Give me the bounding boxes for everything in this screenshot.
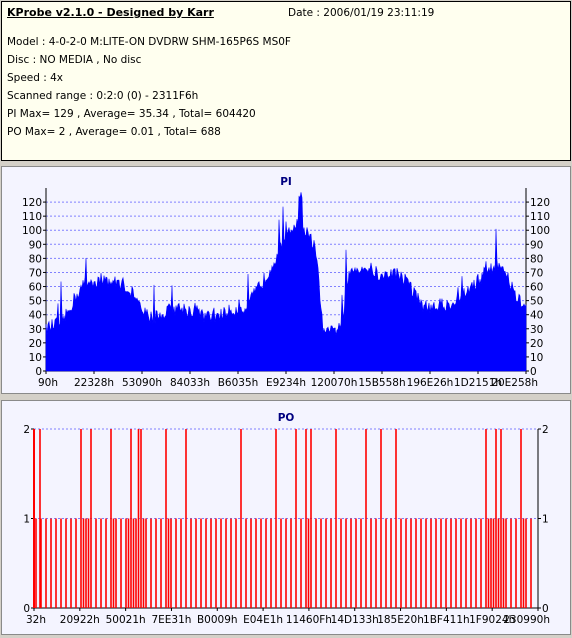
info-panel: KProbe v2.1.0 - Designed by Karr Date : …: [1, 1, 571, 161]
pi-stats-line: PI Max= 129 , Average= 35.34 , Total= 60…: [7, 108, 256, 120]
x-tick-label: 120070h: [311, 377, 358, 389]
disc-line: Disc : NO MEDIA , No disc: [7, 54, 142, 66]
speed-line: Speed : 4x: [7, 72, 64, 84]
y-tick-label-left: 10: [29, 352, 42, 364]
y-tick-label-left: 80: [29, 253, 42, 265]
y-tick-label-left: 20: [29, 338, 42, 350]
x-tick-label: 20E258h: [491, 377, 538, 389]
x-tick-label: B6035h: [218, 377, 259, 389]
y-tick-label-right: 40: [530, 310, 543, 322]
y-tick-label-right: 70: [530, 267, 543, 279]
app-title: KProbe v2.1.0 - Designed by Karr: [7, 6, 214, 19]
y-tick-label-left: 0: [35, 366, 42, 378]
pi-chart-panel: PI 0 0 10 10 20 20 30 30 40 40 50 50 60 60 70 70 80 80 90 90…: [1, 166, 571, 394]
pi-chart: PI 0 0 10 10 20 20 30 30 40 40 50 50 60 60 70 70 80 80 90 90…: [22, 176, 550, 389]
x-tick-label: 196E26h: [407, 377, 454, 389]
y-tick-label-left: 50: [29, 296, 42, 308]
pi-chart-title: PI: [280, 176, 292, 188]
po-stats-line: PO Max= 2 , Average= 0.01 , Total= 688: [7, 126, 221, 138]
y-tick-label-right: 30: [530, 324, 543, 336]
y-tick-label-left: 120: [22, 197, 42, 209]
y-tick-label-right: 20: [530, 338, 543, 350]
x-tick-label: B0009h: [197, 614, 238, 626]
x-tick-label: 32h: [26, 614, 46, 626]
y-tick-label-right: 100: [530, 225, 550, 237]
y-tick-label-left: 100: [22, 225, 42, 237]
y-tick-label-left: 0: [23, 603, 30, 615]
y-tick-label-right: 60: [530, 282, 543, 294]
x-tick-label: 1F9024h: [469, 614, 515, 626]
y-tick-label-right: 110: [530, 211, 550, 223]
po-chart-title: PO: [278, 412, 295, 424]
x-tick-label: E9234h: [266, 377, 306, 389]
x-tick-label: 11460Fh: [286, 614, 332, 626]
scan-date: Date : 2006/01/19 23:11:19: [288, 7, 435, 19]
y-tick-label-right: 50: [530, 296, 543, 308]
x-tick-label: 185E20h: [377, 614, 424, 626]
model-line: Model : 4-0-2-0 M:LITE-ON DVDRW SHM-165P…: [7, 36, 291, 48]
x-tick-label: 1BF411h: [423, 614, 470, 626]
x-tick-label: 50021h: [106, 614, 146, 626]
x-tick-label: 53090h: [122, 377, 162, 389]
x-tick-label: 90h: [38, 377, 58, 389]
x-tick-label: E04E1h: [243, 614, 283, 626]
scanned-range-line: Scanned range : 0:2:0 (0) - 2311F6h: [7, 90, 199, 102]
y-tick-label-left: 70: [29, 267, 42, 279]
y-tick-label-left: 40: [29, 310, 42, 322]
y-tick-label-right: 0: [530, 366, 537, 378]
y-tick-label-right: 1: [542, 514, 549, 526]
y-tick-label-right: 2: [542, 424, 549, 436]
x-tick-label: 15B558h: [358, 377, 405, 389]
y-tick-label-right: 120: [530, 197, 550, 209]
y-tick-label-right: 80: [530, 253, 543, 265]
y-tick-label-right: 90: [530, 239, 543, 251]
x-tick-label: 230990h: [503, 614, 550, 626]
x-tick-label: 20922h: [60, 614, 100, 626]
x-tick-label: 1D2151h: [454, 377, 502, 389]
x-tick-label: 7EE31h: [151, 614, 191, 626]
x-tick-label: 84033h: [170, 377, 210, 389]
po-chart-panel: PO 0 0 1 1 2 2 32h 20922h 50021h 7EE31h B0009h E04E1…: [1, 400, 571, 635]
y-tick-label-left: 110: [22, 211, 42, 223]
y-tick-label-left: 1: [23, 514, 30, 526]
x-tick-label: 22328h: [74, 377, 114, 389]
y-tick-label-right: 10: [530, 352, 543, 364]
y-tick-label-left: 2: [23, 424, 30, 436]
x-tick-label: 14D133h: [331, 614, 379, 626]
pi-series-area: [45, 192, 527, 372]
y-tick-label-left: 60: [29, 282, 42, 294]
y-tick-label-right: 0: [542, 603, 549, 615]
po-chart: PO 0 0 1 1 2 2 32h 20922h 50021h 7EE31h B0009h E04E1…: [23, 412, 550, 626]
y-tick-label-left: 90: [29, 239, 42, 251]
y-tick-label-left: 30: [29, 324, 42, 336]
